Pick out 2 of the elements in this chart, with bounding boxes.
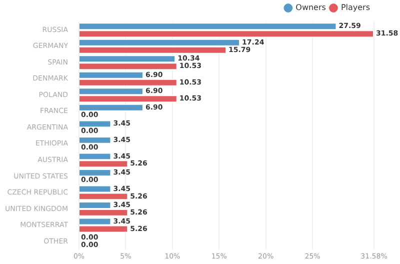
legend-label: Owners (296, 3, 326, 12)
legend-label: Players (340, 3, 370, 12)
